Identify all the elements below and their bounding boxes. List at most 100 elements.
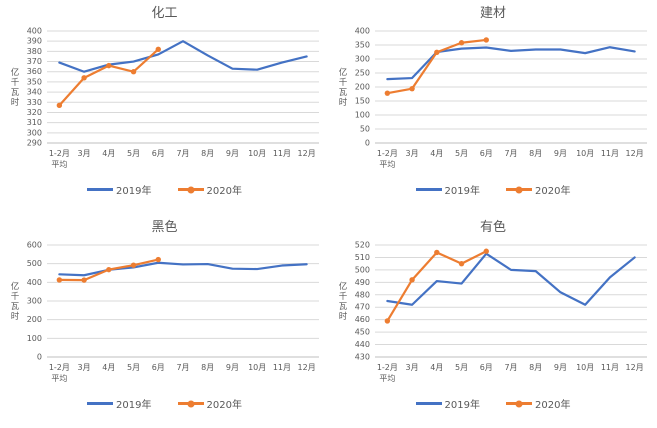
legend-label-2020: 2020年 xyxy=(206,186,242,197)
chart-title-nonferrous: 有色 xyxy=(479,220,506,235)
svg-text:370: 370 xyxy=(26,57,41,66)
chart-panel-nonferrous[interactable]: 有色 430 440 450 460 470 480 490 500 510 520 亿千瓦时 1-2… xyxy=(329,214,657,428)
svg-text:500: 500 xyxy=(355,265,370,274)
legend-label-2020: 2020年 xyxy=(535,400,571,411)
svg-text:8月: 8月 xyxy=(529,363,542,372)
svg-text:100: 100 xyxy=(26,334,41,343)
svg-text:7月: 7月 xyxy=(176,149,189,158)
legend-item-2019: 2019年 xyxy=(87,182,152,197)
svg-text:瓦: 瓦 xyxy=(10,88,19,98)
svg-text:1-2月: 1-2月 xyxy=(48,149,69,158)
chart-title-chemical: 化工 xyxy=(151,6,178,21)
svg-text:480: 480 xyxy=(355,290,370,299)
svg-text:470: 470 xyxy=(355,303,370,312)
svg-text:10月: 10月 xyxy=(576,363,594,372)
svg-text:460: 460 xyxy=(355,315,370,324)
svg-text:9月: 9月 xyxy=(554,363,567,372)
legend-label-2020: 2020年 xyxy=(206,400,242,411)
svg-text:10月: 10月 xyxy=(576,149,594,158)
legend-label-2019: 2019年 xyxy=(116,186,152,197)
svg-text:9月: 9月 xyxy=(225,149,238,158)
svg-text:亿: 亿 xyxy=(339,67,348,78)
chart-legend: 2019年 2020年 xyxy=(415,396,570,411)
chart-panel-building-materials[interactable]: 建材 0 50 100 150 200 250 300 350 400 亿千瓦时 1-2月 平均 3月 4… xyxy=(329,0,657,214)
svg-text:300: 300 xyxy=(26,297,41,306)
svg-text:12月: 12月 xyxy=(297,149,315,158)
svg-text:100: 100 xyxy=(355,111,370,120)
legend-item-2020: 2020年 xyxy=(506,396,570,411)
svg-text:平均: 平均 xyxy=(51,159,67,169)
legend-marker-dot xyxy=(187,186,194,193)
svg-text:8月: 8月 xyxy=(201,363,214,372)
chart-panel-ferrous[interactable]: 黑色 0 100 200 300 400 500 600 亿千瓦时 1-2月 平均 3月 4月 5月 6月… xyxy=(0,214,329,428)
svg-text:时: 时 xyxy=(10,97,19,108)
svg-text:千: 千 xyxy=(339,77,348,88)
svg-text:320: 320 xyxy=(26,108,41,117)
svg-text:310: 310 xyxy=(26,118,41,127)
legend-marker-dot xyxy=(515,186,523,193)
svg-text:3月: 3月 xyxy=(406,149,419,158)
legend-label-2019: 2019年 xyxy=(116,400,152,411)
legend-item-2019: 2019年 xyxy=(415,396,480,411)
svg-text:330: 330 xyxy=(26,98,41,107)
svg-text:290: 290 xyxy=(26,139,41,148)
svg-text:9月: 9月 xyxy=(225,363,238,372)
svg-text:5月: 5月 xyxy=(126,363,139,372)
legend-label-2019: 2019年 xyxy=(444,186,480,197)
svg-text:千: 千 xyxy=(10,77,19,88)
legend-line-swatch-2020 xyxy=(177,400,204,407)
svg-text:450: 450 xyxy=(355,328,370,337)
chart-legend: 2019年 2020年 xyxy=(415,182,570,197)
svg-text:200: 200 xyxy=(355,83,370,92)
svg-text:5月: 5月 xyxy=(126,149,139,158)
svg-text:520: 520 xyxy=(355,241,370,250)
legend-item-2020: 2020年 xyxy=(506,182,570,197)
chart-canvas-building-materials: 0 50 100 150 200 250 300 350 400 亿千瓦时 1-2月 平均 3月 4月 5月… xyxy=(329,24,657,176)
chart-title-building-materials: 建材 xyxy=(479,6,506,21)
svg-text:亿: 亿 xyxy=(10,67,19,78)
legend-label-2019: 2019年 xyxy=(444,400,480,411)
svg-text:440: 440 xyxy=(355,340,370,349)
svg-text:10月: 10月 xyxy=(248,363,266,372)
svg-text:300: 300 xyxy=(26,128,41,137)
legend-line-swatch-2019 xyxy=(87,188,114,191)
chart-panel-chemical[interactable]: 化工 290 300 310 320 330 340 350 360 370 380 390 400 亿… xyxy=(0,0,329,214)
svg-text:平均: 平均 xyxy=(51,373,67,383)
legend-item-2020: 2020年 xyxy=(177,182,242,197)
svg-text:12月: 12月 xyxy=(626,149,644,158)
svg-text:500: 500 xyxy=(26,259,41,268)
svg-text:11月: 11月 xyxy=(272,149,290,158)
svg-text:360: 360 xyxy=(26,67,41,76)
svg-text:时: 时 xyxy=(10,311,19,322)
svg-text:3月: 3月 xyxy=(77,149,90,158)
chart-canvas-chemical: 290 300 310 320 330 340 350 360 370 380 390 400 亿千瓦时… xyxy=(1,24,329,176)
svg-text:9月: 9月 xyxy=(554,149,567,158)
svg-text:600: 600 xyxy=(26,241,41,250)
svg-text:6月: 6月 xyxy=(480,363,493,372)
svg-text:400: 400 xyxy=(355,27,370,36)
legend-line-swatch-2019 xyxy=(415,188,442,191)
svg-text:200: 200 xyxy=(26,315,41,324)
svg-text:平均: 平均 xyxy=(379,159,395,169)
svg-text:350: 350 xyxy=(26,77,41,86)
chart-title-ferrous: 黑色 xyxy=(151,220,178,235)
svg-text:3月: 3月 xyxy=(406,363,419,372)
svg-text:时: 时 xyxy=(339,311,348,322)
svg-text:5月: 5月 xyxy=(455,363,468,372)
svg-text:瓦: 瓦 xyxy=(10,302,19,312)
svg-text:8月: 8月 xyxy=(529,149,542,158)
svg-text:11月: 11月 xyxy=(272,363,290,372)
svg-text:10月: 10月 xyxy=(248,149,266,158)
legend-item-2019: 2019年 xyxy=(415,182,480,197)
svg-text:430: 430 xyxy=(355,353,370,362)
legend-line-swatch-2019 xyxy=(415,402,442,405)
svg-text:时: 时 xyxy=(339,97,348,108)
legend-line-swatch-2020 xyxy=(506,186,532,193)
svg-text:平均: 平均 xyxy=(379,373,395,383)
svg-text:1-2月: 1-2月 xyxy=(48,363,69,372)
svg-text:4月: 4月 xyxy=(430,363,443,372)
svg-text:1-2月: 1-2月 xyxy=(377,149,398,158)
svg-text:340: 340 xyxy=(26,88,41,97)
svg-text:7月: 7月 xyxy=(504,363,517,372)
